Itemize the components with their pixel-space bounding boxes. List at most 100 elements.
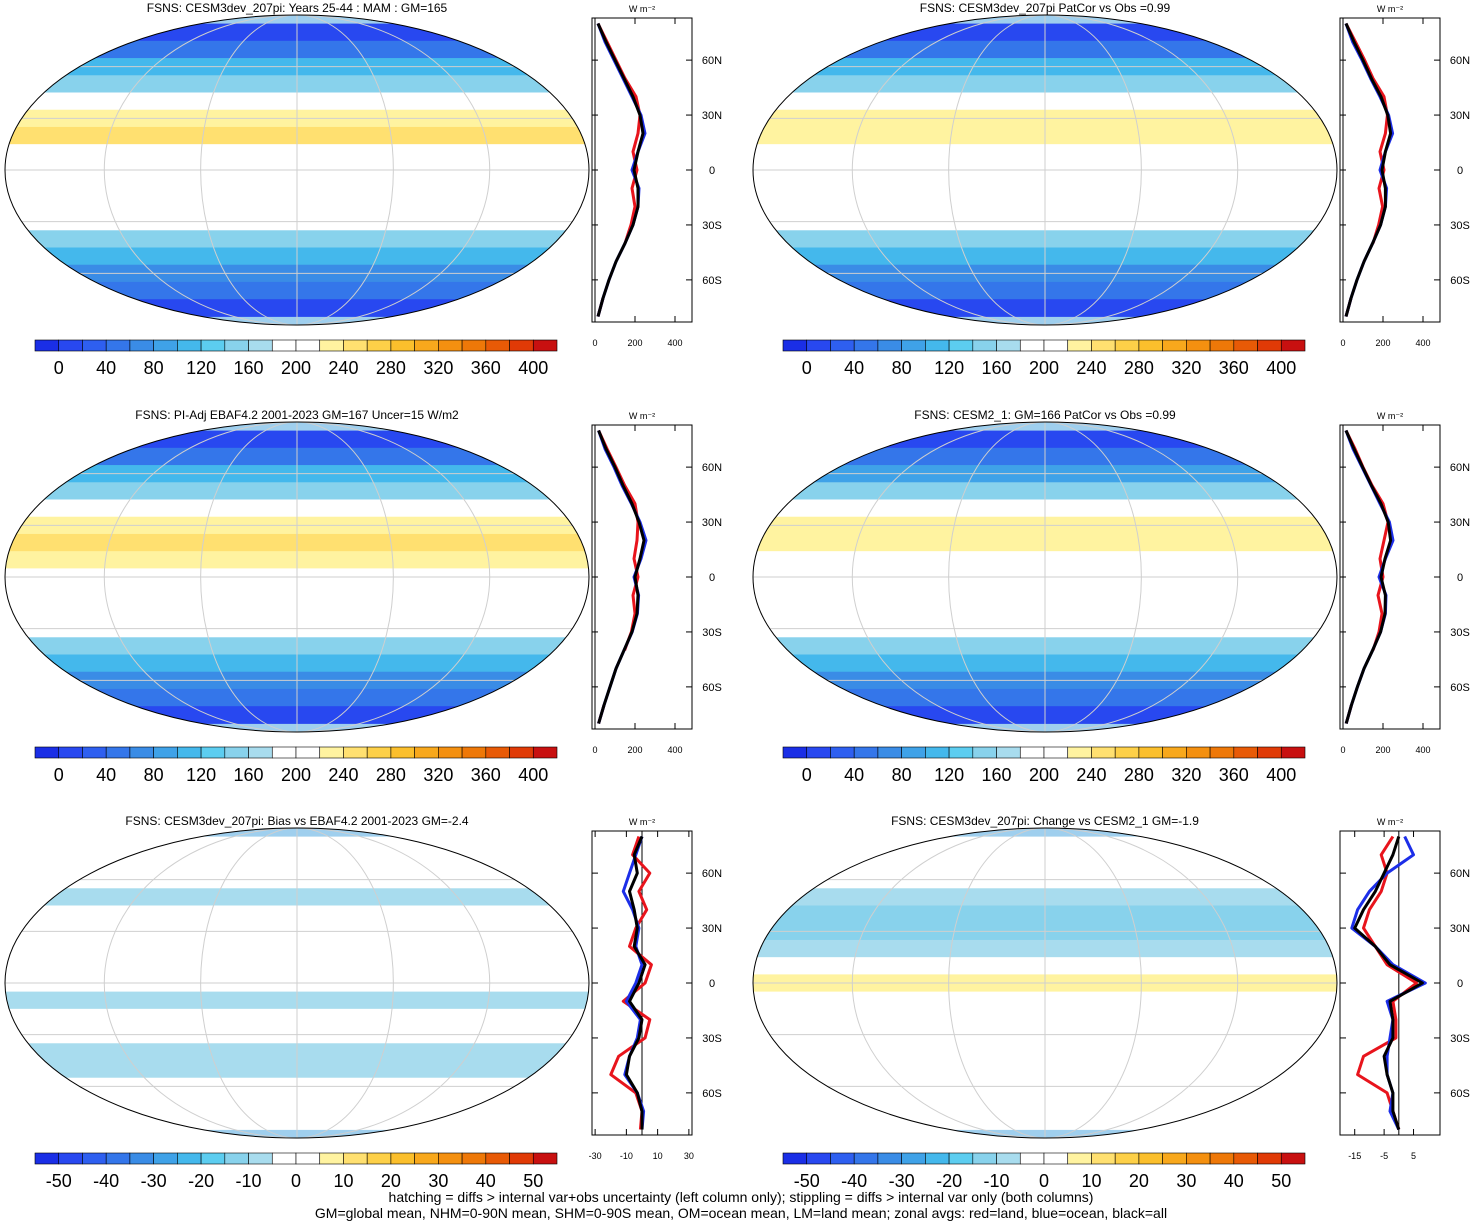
colorbar-box — [82, 746, 107, 759]
colorbar-label: 30 — [1176, 1171, 1196, 1191]
colorbar-box — [390, 746, 415, 759]
x-tick-label: 400 — [667, 338, 682, 348]
colorbar-box — [1280, 746, 1306, 759]
colorbar-box — [1257, 339, 1282, 352]
colorbar-box — [1019, 1152, 1045, 1165]
colorbar-box — [34, 746, 60, 759]
colorbar-label: -40 — [841, 1171, 867, 1191]
axis-unit: W m⁻² — [629, 4, 655, 14]
colorbar-box — [319, 1152, 344, 1165]
colorbar-box — [996, 339, 1021, 352]
x-tick-label: 0 — [1340, 745, 1345, 755]
colorbar-box — [153, 1152, 178, 1165]
colorbar-box — [996, 746, 1021, 759]
colorbar-box — [485, 339, 510, 352]
colorbar-label: 360 — [1219, 358, 1249, 378]
colorbar-box — [82, 339, 107, 352]
colorbar-box — [34, 339, 60, 352]
colorbar-label: 400 — [1266, 765, 1296, 785]
plot-frame — [1339, 424, 1441, 730]
colorbar-box — [532, 746, 558, 759]
colorbar-label: 50 — [1271, 1171, 1291, 1191]
colorbar-box — [806, 746, 831, 759]
y-tick-label: 0 — [709, 572, 715, 584]
map-title: FSNS: CESM3dev_207pi: Change vs CESM2_1 … — [891, 814, 1199, 828]
colorbar-box — [1280, 339, 1306, 352]
colorbar-box — [972, 746, 997, 759]
colorbar-label: -40 — [93, 1171, 119, 1191]
colorbar-box — [1091, 339, 1116, 352]
map — [5, 15, 589, 325]
colorbar-label: 40 — [96, 765, 116, 785]
colorbar-box — [782, 1152, 808, 1165]
colorbar-box — [1257, 746, 1282, 759]
x-tick-label: 400 — [1415, 338, 1430, 348]
colorbar-box — [248, 746, 273, 759]
map-title: FSNS: PI-Adj EBAF4.2 2001-2023 GM=167 Un… — [135, 408, 459, 422]
colorbar-box — [1209, 1152, 1235, 1165]
colorbar-box — [34, 1152, 60, 1165]
colorbar-box — [1019, 339, 1045, 352]
colorbar-box — [1280, 1152, 1306, 1165]
colorbar-box — [806, 339, 831, 352]
colorbar-box — [1209, 339, 1235, 352]
colorbar-box — [901, 339, 926, 352]
meridian — [103, 828, 491, 1138]
map — [5, 828, 589, 1138]
colorbar-box — [224, 339, 249, 352]
colorbar-box — [1067, 746, 1092, 759]
axis-unit: W m⁻² — [629, 817, 655, 827]
colorbar-label: -20 — [188, 1171, 214, 1191]
axis-unit: W m⁻² — [1377, 817, 1403, 827]
colorbar-box — [414, 339, 439, 352]
colorbar-box — [1233, 746, 1258, 759]
colorbar-box — [1209, 746, 1235, 759]
x-tick-label: -5 — [1380, 1151, 1388, 1161]
colorbar-box — [390, 339, 415, 352]
colorbar-label: 320 — [1171, 765, 1201, 785]
colorbar-box — [1138, 746, 1163, 759]
colorbar-box — [509, 746, 534, 759]
colorbar-label: 20 — [1129, 1171, 1149, 1191]
zonal-line — [609, 836, 653, 1130]
colorbar-box — [1019, 746, 1045, 759]
axis-unit: W m⁻² — [1377, 411, 1403, 421]
map-outline — [4, 14, 590, 326]
colorbar-box — [485, 1152, 510, 1165]
colorbar-label: 200 — [281, 358, 311, 378]
x-tick-label: 10 — [653, 1151, 663, 1161]
map-outline — [4, 421, 590, 733]
colorbar-box — [129, 746, 154, 759]
colorbar-box — [414, 746, 439, 759]
colorbar-box — [82, 1152, 107, 1165]
colorbar-label: 240 — [1076, 358, 1106, 378]
y-tick-label: 0 — [1457, 572, 1463, 584]
y-tick-label: 30N — [1450, 110, 1470, 122]
y-tick-label: 30S — [702, 1033, 722, 1045]
colorbar-label: 400 — [518, 765, 548, 785]
colorbar-label: 320 — [423, 358, 453, 378]
colorbar-box — [58, 339, 83, 352]
colorbar-box — [366, 1152, 392, 1165]
colorbar-box — [925, 1152, 950, 1165]
zonal-line — [1344, 429, 1393, 724]
colorbar-label: 40 — [1224, 1171, 1244, 1191]
axis-unit: W m⁻² — [1377, 4, 1403, 14]
colorbar-box — [853, 746, 879, 759]
colorbar-box — [972, 339, 997, 352]
colorbar-box — [1162, 1152, 1187, 1165]
y-tick-label: 60S — [1450, 682, 1470, 694]
map-title: FSNS: CESM3dev_207pi: Years 25-44 : MAM … — [147, 1, 448, 15]
meridian — [851, 828, 1239, 1138]
meridian — [851, 15, 1239, 325]
colorbar-box — [343, 746, 368, 759]
colorbar-box — [248, 1152, 273, 1165]
colorbar-label: 240 — [328, 765, 358, 785]
map-outline — [4, 827, 590, 1139]
colorbar-label: 40 — [476, 1171, 496, 1191]
colorbar-label: 360 — [1219, 765, 1249, 785]
x-tick-label: -30 — [589, 1151, 602, 1161]
colorbar-box — [1138, 339, 1163, 352]
y-tick-label: 30S — [1450, 220, 1470, 232]
